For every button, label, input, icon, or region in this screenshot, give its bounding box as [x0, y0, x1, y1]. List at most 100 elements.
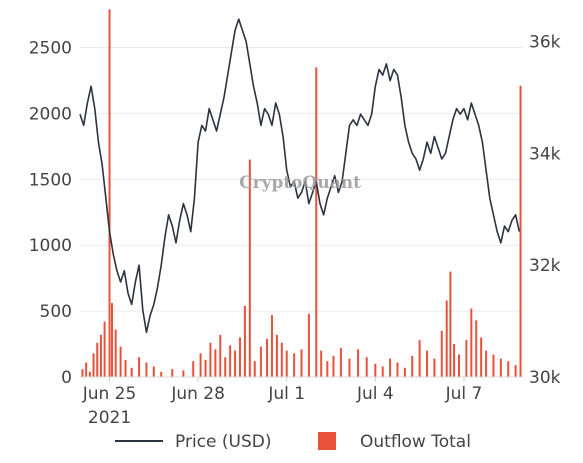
- outflow-bar: [389, 358, 392, 377]
- outflow-bar: [433, 358, 436, 377]
- legend-outflow-label: Outflow Total: [360, 432, 471, 452]
- y-left-tick-label: 1500: [29, 170, 72, 190]
- outflow-bar: [238, 337, 241, 377]
- outflow-bar: [234, 350, 237, 377]
- outflow-bar: [152, 366, 155, 377]
- outflow-bar: [492, 354, 495, 377]
- outflow-bar: [138, 357, 141, 377]
- outflow-bar: [449, 271, 452, 377]
- y-left-tick-label: 2500: [29, 39, 72, 59]
- outflow-bar: [381, 366, 384, 377]
- outflow-bar: [224, 357, 227, 377]
- outflow-bar: [145, 362, 148, 377]
- outflow-bar: [96, 342, 99, 377]
- outflow-bar: [248, 159, 251, 377]
- x-tick-label: Jul 1: [267, 384, 305, 404]
- outflow-bar: [458, 354, 461, 377]
- outflow-bar: [307, 313, 310, 377]
- outflow-bar: [426, 350, 429, 377]
- outflow-bar: [357, 349, 360, 377]
- outflow-bar: [88, 371, 91, 377]
- outflow-bar: [108, 9, 111, 377]
- outflow-bar: [440, 330, 443, 378]
- outflow-bar: [92, 353, 95, 377]
- outflow-bar: [514, 365, 517, 377]
- outflow-bar: [293, 353, 296, 377]
- y-right-tick-label: 32k: [529, 256, 561, 276]
- y-left-tick-label: 500: [40, 302, 72, 322]
- outflow-bar: [160, 371, 163, 377]
- outflow-bar: [81, 369, 84, 377]
- outflow-bar: [243, 305, 246, 377]
- outflow-bar: [300, 349, 303, 377]
- outflow-bar: [110, 303, 113, 377]
- outflow-bar: [266, 338, 269, 377]
- outflow-bar: [348, 358, 351, 377]
- outflow-bar: [411, 355, 414, 377]
- outflow-bar: [519, 85, 522, 377]
- outflow-bar: [499, 358, 502, 377]
- outflow-bar: [445, 300, 448, 377]
- outflow-bar: [285, 350, 288, 377]
- legend-item-price[interactable]: Price (USD): [115, 432, 271, 452]
- outflow-bar: [209, 342, 212, 377]
- outflow-bar: [259, 346, 262, 377]
- outflow-bar: [475, 320, 478, 377]
- outflow-bar: [253, 361, 256, 377]
- outflow-bar: [315, 67, 318, 378]
- outflow-bar: [339, 348, 342, 377]
- x-tick-label: Jul 4: [356, 384, 394, 404]
- outflow-bar: [85, 362, 88, 377]
- outflow-bar: [219, 334, 222, 377]
- outflow-bar: [403, 367, 406, 377]
- outflow-bar: [124, 359, 127, 377]
- outflow-bar: [103, 321, 106, 377]
- outflow-bar: [204, 359, 207, 377]
- y-left-tick-label: 2000: [29, 104, 72, 124]
- outflow-bar: [99, 334, 102, 377]
- outflow-bar: [374, 363, 377, 377]
- y-right-tick-label: 30k: [529, 368, 561, 388]
- outflow-bar: [480, 337, 483, 377]
- outflow-bar: [280, 342, 283, 377]
- outflow-bar: [114, 329, 117, 377]
- outflow-bar: [270, 315, 273, 377]
- outflow-bar: [326, 361, 329, 377]
- outflow-bar: [470, 308, 473, 377]
- legend-item-outflow[interactable]: Outflow Total: [318, 432, 471, 452]
- price-line: [79, 18, 521, 334]
- outflow-bars: [81, 9, 522, 378]
- price-line-layer: [79, 18, 521, 334]
- outflow-bar: [332, 355, 335, 377]
- watermark: CryptoQuant: [239, 173, 361, 193]
- axis-layer: 0 500 1000 1500 2000 2500 30k 32k 34k 36k Jun 25 20…: [29, 33, 561, 428]
- outflow-bar: [182, 370, 185, 377]
- outflow-bar: [320, 350, 323, 377]
- outflow-bar: [453, 344, 456, 377]
- x-tick-label: Jun 25: [82, 384, 137, 404]
- outflow-bar: [485, 350, 488, 377]
- outflow-bar: [365, 357, 368, 377]
- outflow-bar: [119, 346, 122, 377]
- grid-layer: [80, 47, 523, 312]
- outflow-bar: [171, 369, 174, 377]
- outflow-bar: [199, 353, 202, 377]
- outflow-bar: [418, 340, 421, 377]
- x-tick-label: Jul 7: [445, 384, 483, 404]
- outflow-bar: [275, 334, 278, 377]
- outflow-bar: [192, 361, 195, 377]
- y-left-tick-label: 0: [61, 368, 72, 388]
- y-right-tick-label: 34k: [529, 144, 561, 164]
- legend-price-label: Price (USD): [175, 432, 271, 452]
- outflow-bar: [465, 340, 468, 377]
- y-left-tick-label: 1000: [29, 236, 72, 256]
- x-tick-sublabel: 2021: [88, 408, 131, 428]
- y-right-tick-label: 36k: [529, 33, 561, 53]
- outflow-bar: [507, 361, 510, 377]
- outflow-bar: [229, 345, 232, 377]
- outflow-bar: [396, 362, 399, 377]
- legend-outflow-swatch: [318, 432, 336, 450]
- outflow-bar: [130, 367, 133, 377]
